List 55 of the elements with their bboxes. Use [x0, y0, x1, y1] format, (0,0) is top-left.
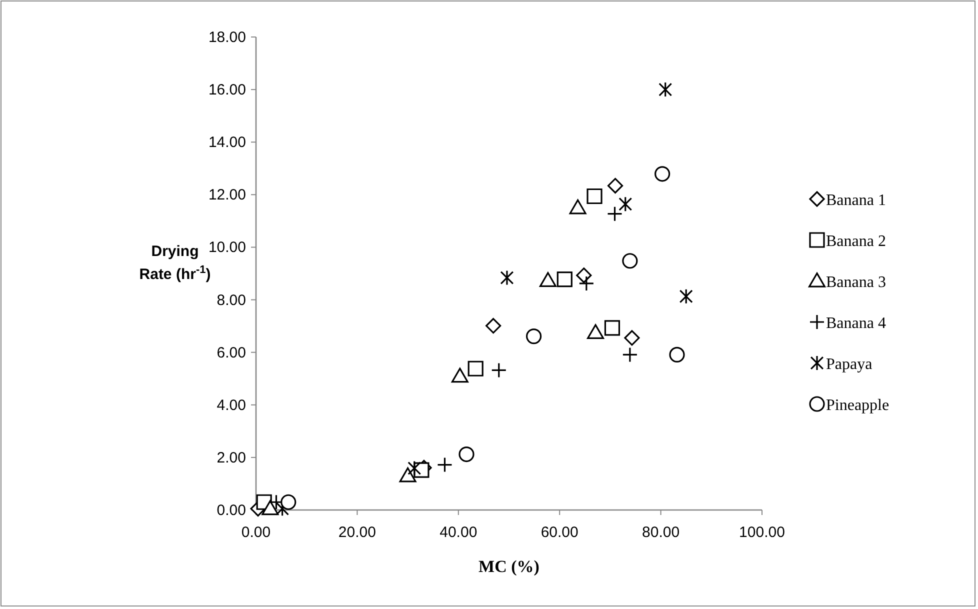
point: [622, 346, 638, 362]
point: [576, 268, 592, 284]
point: [607, 178, 624, 194]
point: [586, 188, 602, 204]
x-tick-label: 100.00: [739, 524, 785, 541]
point: [458, 446, 474, 462]
point: [262, 500, 279, 516]
x-tick-label: 40.00: [440, 524, 478, 541]
x-axis-title: MC (%): [478, 557, 540, 576]
x-tick-label: 0.00: [241, 524, 271, 541]
point: [654, 166, 670, 182]
point: [276, 500, 290, 516]
point: [500, 270, 514, 286]
point: [669, 346, 685, 362]
legend-label: Banana 4: [826, 315, 886, 332]
point: [539, 272, 556, 287]
point: [526, 328, 542, 344]
x-tick-label: 60.00: [540, 524, 578, 541]
point: [622, 253, 638, 269]
point: [606, 206, 623, 222]
point: [436, 457, 453, 473]
y-tick-label: 6.00: [216, 344, 246, 362]
legend-label: Banana 3: [826, 274, 886, 291]
point: [604, 320, 620, 336]
y-tick-label: 16.00: [208, 82, 246, 99]
y-tick-label: 18.00: [208, 29, 246, 46]
point: [679, 288, 693, 304]
y-tick-label: 2.00: [216, 449, 246, 466]
point: [486, 318, 502, 334]
y-tick-label: 4.00: [216, 396, 246, 414]
y-tick-label: 0.00: [216, 502, 246, 519]
point: [569, 199, 586, 214]
point: [658, 82, 672, 98]
point: [587, 324, 604, 340]
y-tick-label: 14.00: [208, 134, 246, 152]
point: [624, 330, 640, 346]
point: [280, 494, 296, 510]
point: [399, 467, 416, 482]
y-tick-label: 8.00: [216, 292, 246, 309]
y-axis-title: Drying Rate (hr$^{-1}$): [139, 243, 211, 283]
legend-label: Pineapple: [826, 397, 890, 414]
point: [556, 271, 572, 288]
point: [578, 276, 594, 292]
legend-label: Banana 2: [826, 233, 886, 250]
legend-label: Papaya: [826, 356, 872, 373]
point: [618, 196, 632, 212]
point: [451, 368, 468, 383]
point: [468, 360, 484, 376]
legend-label: Banana 1: [826, 192, 886, 209]
point: [491, 362, 507, 378]
x-tick-label: 80.00: [642, 524, 680, 541]
x-tick-label: 20.00: [338, 524, 376, 541]
y-tick-label: 12.00: [208, 186, 246, 204]
point: [408, 460, 422, 476]
y-tick-label: 10.00: [208, 239, 246, 256]
